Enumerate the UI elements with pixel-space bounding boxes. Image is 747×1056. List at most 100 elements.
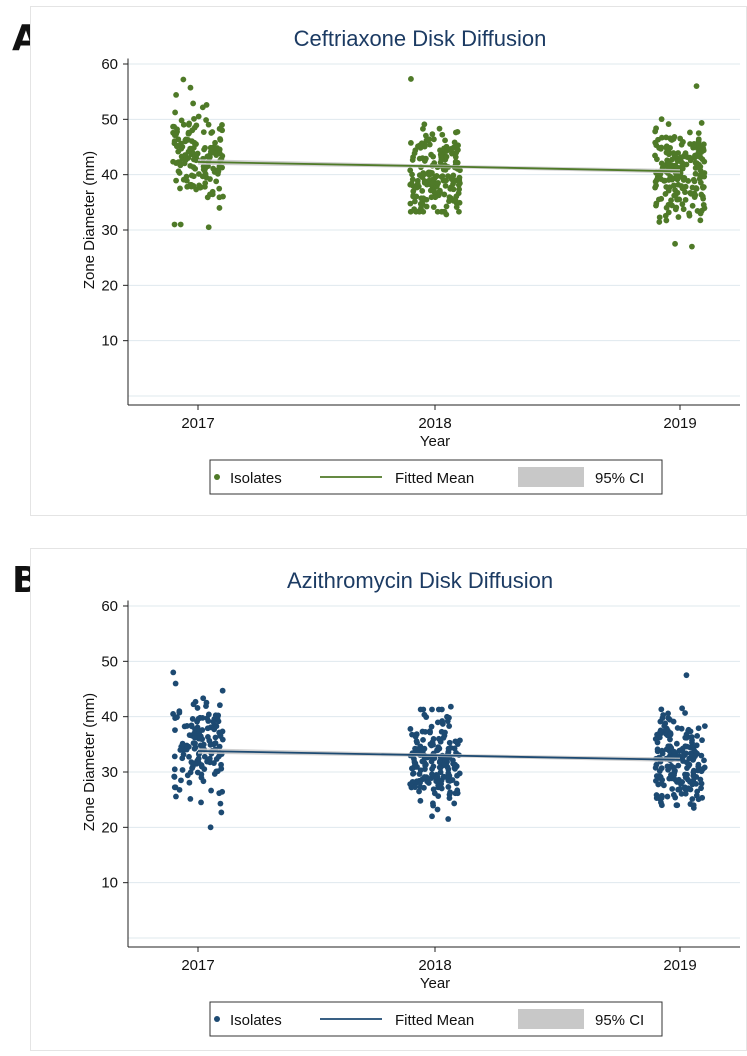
isolate-point <box>426 141 433 148</box>
isolate-point <box>698 752 705 759</box>
isolate-point <box>449 777 456 783</box>
isolate-point <box>687 129 693 136</box>
isolate-point <box>685 726 692 733</box>
isolate-point <box>689 243 695 250</box>
isolate-point <box>427 169 434 176</box>
isolate-point <box>439 131 446 138</box>
isolate-point <box>178 145 185 152</box>
isolate-point <box>451 139 458 146</box>
isolate-point <box>690 802 697 809</box>
isolate-point <box>653 792 660 798</box>
x-tick-label-2018: 2018 <box>418 957 451 974</box>
y-axis-label: Zone Diameter (mm) <box>81 151 98 289</box>
isolate-point <box>204 725 211 732</box>
isolate-point <box>189 716 196 722</box>
isolate-point <box>676 786 683 792</box>
isolate-point <box>668 197 674 204</box>
isolate-point <box>185 121 192 128</box>
isolate-point <box>412 147 419 154</box>
isolate-point <box>184 772 191 779</box>
isolate-point <box>693 160 700 167</box>
isolate-point <box>668 763 675 770</box>
isolate-point <box>442 137 448 144</box>
isolate-point <box>173 92 179 98</box>
legend-isolates-marker <box>214 1016 220 1022</box>
isolate-point <box>173 160 180 166</box>
isolate-point <box>679 753 686 760</box>
isolate-point <box>420 736 426 743</box>
ceftriaxone-chart: Ceftriaxone Disk Diffusion 10 20 30 40 50 60 Zo… <box>30 6 747 516</box>
isolate-point <box>659 748 666 755</box>
isolate-point <box>200 129 207 135</box>
isolate-point <box>429 813 435 820</box>
isolate-point <box>417 784 424 790</box>
isolate-point <box>700 201 707 208</box>
isolate-point <box>219 127 226 134</box>
isolate-point <box>216 205 223 211</box>
isolate-point <box>435 706 442 713</box>
isolate-point <box>689 796 696 802</box>
isolate-point <box>212 734 219 741</box>
chart-title: Azithromycin Disk Diffusion <box>287 568 553 593</box>
isolate-point <box>680 206 687 213</box>
y-tick-label-50: 50 <box>101 653 118 670</box>
y-tick-label-20: 20 <box>101 819 118 836</box>
isolate-point <box>667 731 674 738</box>
isolate-point <box>216 743 223 750</box>
isolate-point <box>420 125 426 132</box>
fitted-mean-line <box>197 161 681 173</box>
isolate-point <box>661 782 667 789</box>
isolate-point <box>678 790 685 797</box>
isolate-point <box>430 802 437 809</box>
isolate-point <box>173 177 179 184</box>
isolate-point <box>454 128 461 135</box>
x-axis-label: Year <box>420 433 450 450</box>
isolate-point <box>409 731 415 738</box>
isolate-point <box>658 802 665 809</box>
isolate-point <box>185 129 192 136</box>
isolate-point <box>446 714 452 721</box>
isolate-point <box>655 196 662 203</box>
isolate-point <box>689 202 696 209</box>
isolate-point <box>179 767 186 773</box>
isolate-point <box>218 761 224 768</box>
isolate-point <box>179 740 186 747</box>
isolate-point <box>216 702 223 709</box>
y-tick-label-40: 40 <box>101 709 118 726</box>
isolate-point <box>663 217 670 224</box>
legend-ci-label: 95% CI <box>595 1012 644 1029</box>
isolate-point <box>409 765 415 772</box>
isolate-point <box>194 769 201 776</box>
isolate-point <box>408 76 414 82</box>
isolate-point <box>435 744 442 751</box>
isolate-point <box>194 150 201 157</box>
y-tick-label-40: 40 <box>101 167 118 184</box>
isolate-point <box>191 730 198 737</box>
isolate-point <box>690 176 697 183</box>
y-tick-label-10: 10 <box>101 333 118 350</box>
legend-ci-marker <box>518 467 584 487</box>
isolate-point <box>205 121 212 128</box>
isolate-point <box>201 766 208 773</box>
isolate-point <box>446 194 453 201</box>
isolate-point <box>672 240 678 247</box>
isolate-point <box>679 705 686 712</box>
isolate-point <box>682 196 689 203</box>
isolate-point <box>208 787 215 794</box>
isolate-point <box>417 706 424 713</box>
y-tick-label-10: 10 <box>101 875 118 892</box>
isolate-point <box>190 100 197 107</box>
isolate-point <box>669 786 676 792</box>
isolate-point <box>672 206 679 213</box>
isolate-point <box>174 126 180 133</box>
isolate-point <box>411 198 418 205</box>
legend-isolates-label: Isolates <box>230 470 282 487</box>
isolate-point <box>447 703 454 710</box>
isolate-point <box>198 762 205 768</box>
isolate-point <box>409 171 415 178</box>
isolate-point <box>452 738 459 745</box>
chart-frame <box>30 6 747 516</box>
isolate-point <box>655 781 662 788</box>
isolate-point <box>654 748 661 755</box>
isolate-point <box>429 131 436 138</box>
